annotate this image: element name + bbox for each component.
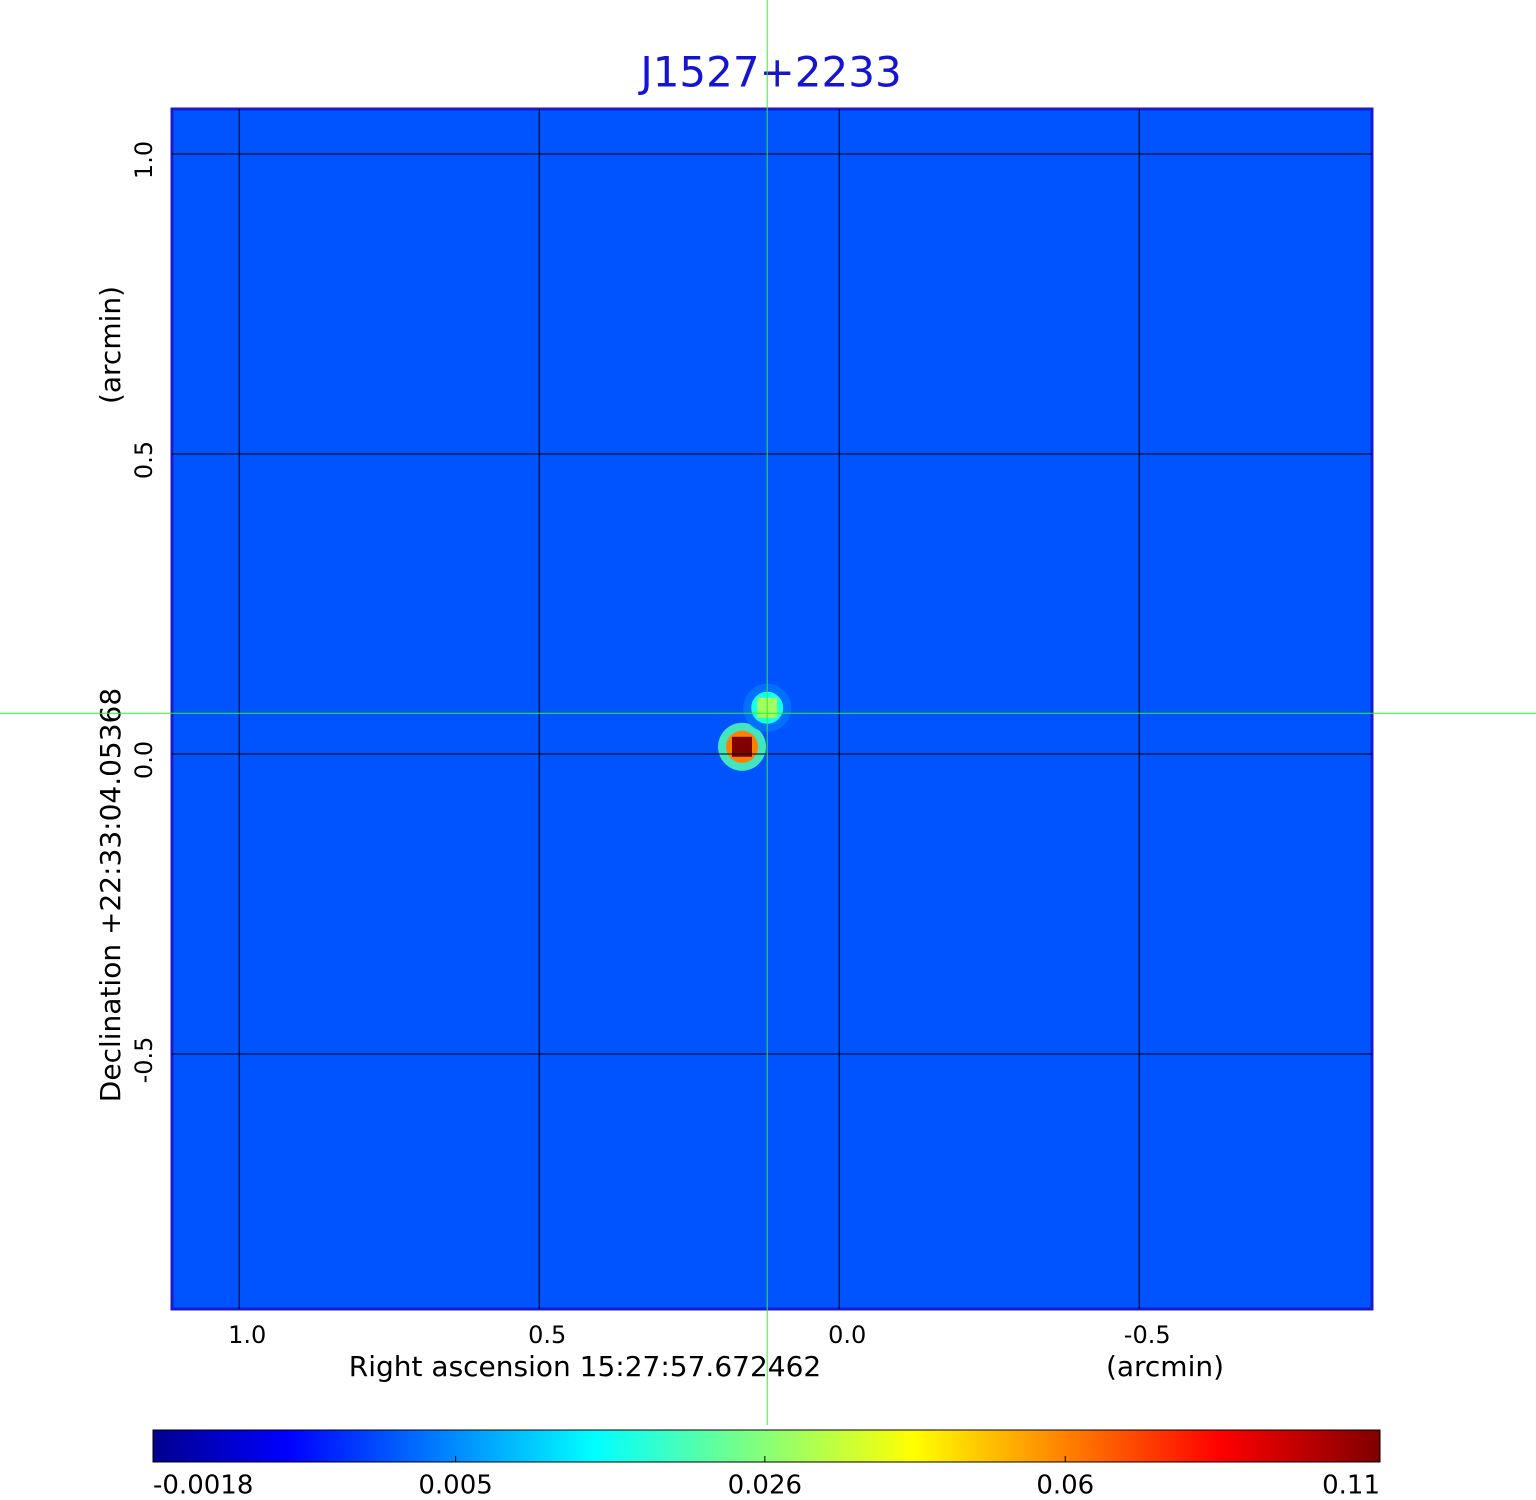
x-tick-label: 0.0 [828, 1321, 866, 1349]
y-axis-label: Declination +22:33:04.05368 [94, 688, 127, 1102]
colorbar [152, 1429, 1381, 1463]
x-tick-label: 0.5 [528, 1321, 566, 1349]
chart-title: J1527+2233 [637, 48, 901, 97]
x-axis-unit: (arcmin) [1106, 1350, 1224, 1383]
colorbar-tick-label: -0.0018 [153, 1471, 253, 1500]
colorbar-tick-label: 0.06 [1036, 1471, 1094, 1500]
colorbar-tick-label: 0.11 [1322, 1471, 1380, 1500]
x-tick-label: 1.0 [228, 1321, 266, 1349]
y-tick-label: -0.5 [130, 1037, 158, 1084]
y-axis-unit: (arcmin) [94, 286, 127, 404]
image-frame [170, 107, 1374, 1311]
colorbar-tick-label: 0.005 [418, 1471, 492, 1500]
y-tick-label: 1.0 [130, 141, 158, 179]
source-peak [732, 736, 752, 757]
y-tick-label: 0.0 [130, 741, 158, 779]
y-tick-label: 0.5 [130, 441, 158, 479]
x-tick-label: -0.5 [1124, 1321, 1171, 1349]
source [718, 722, 766, 771]
x-axis-label: Right ascension 15:27:57.672462 [349, 1350, 821, 1383]
colorbar-tick-label: 0.026 [728, 1471, 802, 1500]
